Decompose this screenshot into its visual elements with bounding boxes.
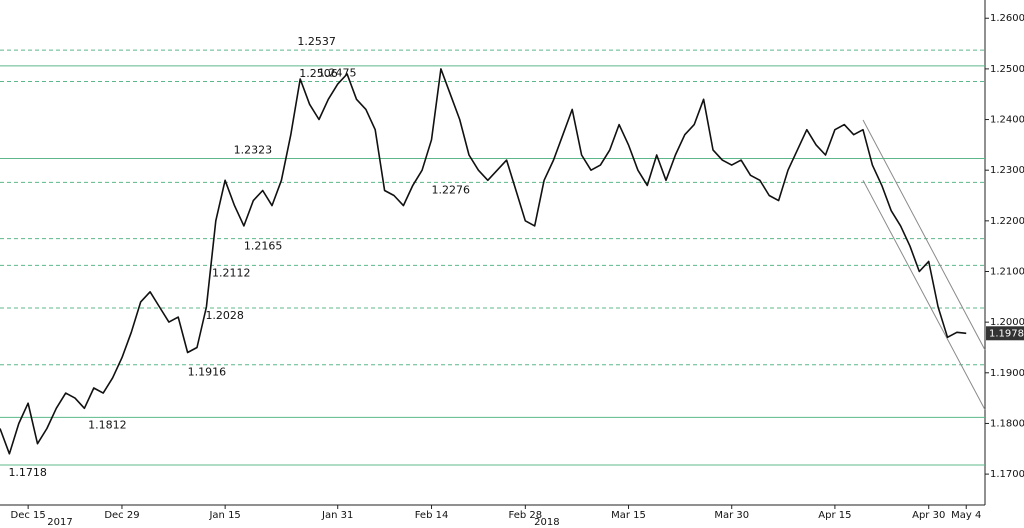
x-tick-label: Jan 31	[321, 510, 353, 521]
last-value-box	[986, 326, 1024, 341]
level-label: 1.2165	[244, 240, 283, 253]
level-label: 1.2028	[205, 309, 244, 322]
level-label: 1.2506	[299, 67, 338, 80]
level-label: 1.2323	[234, 144, 272, 157]
year-label: 2017	[47, 517, 72, 528]
price-line	[0, 68, 967, 455]
y-tick-label: 1.2400	[990, 115, 1024, 126]
x-tick-label: Mar 15	[611, 510, 646, 521]
level-label: 1.2537	[297, 35, 336, 48]
x-tick-label: Apr 30	[912, 510, 945, 521]
year-label: 2018	[534, 517, 559, 528]
x-tick-label: Apr 15	[818, 510, 851, 521]
x-tick-label: Dec 15	[11, 510, 46, 521]
y-tick-label: 1.2100	[990, 266, 1024, 277]
y-tick-label: 1.2200	[990, 216, 1024, 227]
y-tick-label: 1.2000	[990, 317, 1024, 328]
trend-line	[862, 119, 986, 351]
y-tick-label: 1.1700	[990, 469, 1024, 480]
y-tick-label: 1.2300	[990, 165, 1024, 176]
x-tick-label: Dec 29	[104, 510, 139, 521]
x-tick-label: Mar 30	[714, 510, 749, 521]
y-tick-label: 1.2500	[990, 64, 1024, 75]
x-tick-label: Feb 14	[415, 510, 449, 521]
level-label: 1.2475	[318, 67, 357, 80]
last-value-label: 1.1978	[989, 328, 1024, 339]
level-label: 1.2112	[212, 266, 251, 279]
y-tick-label: 1.1800	[990, 418, 1024, 429]
y-tick-label: 1.1900	[990, 368, 1024, 379]
trend-line	[862, 180, 986, 411]
level-label: 1.1718	[8, 466, 47, 479]
x-tick-label: Jan 15	[208, 510, 240, 521]
y-tick-label: 1.2600	[990, 13, 1024, 24]
level-label: 1.2276	[432, 183, 471, 196]
x-tick-label: May 4	[951, 510, 981, 521]
x-tick-label: Feb 28	[509, 510, 543, 521]
level-label: 1.1916	[188, 366, 227, 379]
level-label: 1.1812	[88, 418, 127, 431]
